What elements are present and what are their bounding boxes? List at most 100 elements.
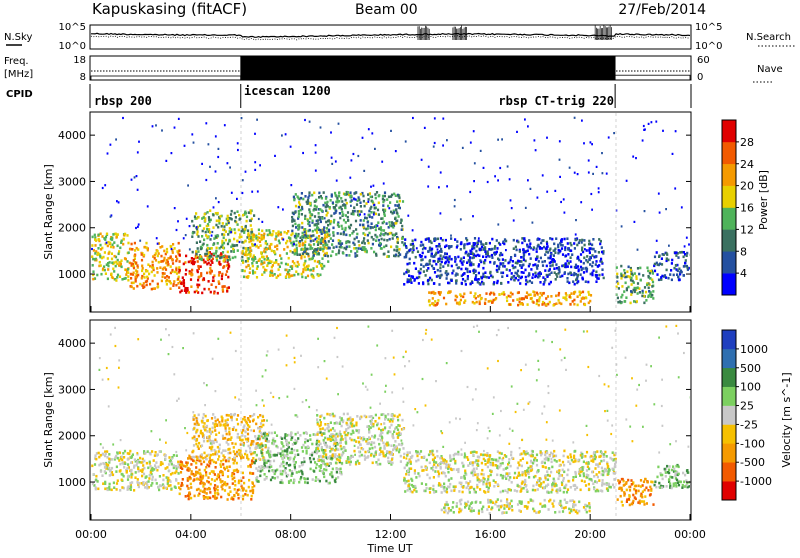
echo-cell <box>230 416 232 419</box>
echo-cell <box>339 217 341 220</box>
echo-cell <box>529 280 531 283</box>
echo-cell <box>381 436 383 439</box>
echo-cell <box>236 244 238 247</box>
echo-cell <box>149 265 151 268</box>
echo-cell <box>156 271 158 274</box>
echo-cell <box>151 450 153 453</box>
echo-cell <box>304 215 306 218</box>
echo-cell <box>395 150 397 152</box>
echo-cell <box>250 453 252 456</box>
echo-cell <box>387 460 389 463</box>
echo-cell <box>284 231 286 234</box>
echo-cell <box>204 220 206 223</box>
echo-cell <box>497 223 499 225</box>
echo-cell <box>252 492 254 495</box>
echo-cell <box>166 251 168 254</box>
echo-cell <box>98 234 100 237</box>
echo-cell <box>598 277 600 280</box>
echo-cell <box>494 245 496 248</box>
echo-cell <box>127 279 129 282</box>
echo-cell <box>197 445 199 448</box>
echo-cell <box>141 270 143 273</box>
echo-cell <box>186 485 188 488</box>
echo-cell <box>121 486 123 489</box>
echo-cell <box>282 461 284 464</box>
echo-cell <box>209 428 211 431</box>
echo-cell <box>205 474 207 477</box>
echo-cell <box>198 414 200 417</box>
echo-cell <box>423 270 425 273</box>
echo-cell <box>317 219 319 222</box>
echo-cell <box>339 456 341 459</box>
echo-cell <box>212 440 214 443</box>
echo-cell <box>584 244 586 247</box>
echo-cell <box>295 193 297 196</box>
echo-cell <box>662 130 664 132</box>
echo-cell <box>601 251 603 254</box>
echo-cell <box>301 192 303 195</box>
echo-cell <box>194 414 196 417</box>
echo-cell <box>549 268 551 271</box>
echo-cell <box>206 464 208 467</box>
echo-cell <box>564 249 566 252</box>
echo-cell <box>215 433 217 436</box>
echo-cell <box>559 159 561 161</box>
echo-cell <box>468 242 470 245</box>
echo-cell <box>260 470 262 473</box>
echo-cell <box>384 191 386 194</box>
echo-cell <box>396 250 398 253</box>
echo-cell <box>310 269 312 272</box>
echo-cell <box>536 255 538 258</box>
echo-cell <box>276 434 278 437</box>
echo-cell <box>185 269 187 272</box>
echo-cell <box>683 265 685 268</box>
echo-cell <box>217 242 219 245</box>
echo-cell <box>258 435 260 438</box>
echo-cell <box>378 239 380 242</box>
echo-cell <box>218 148 220 150</box>
echo-cell <box>620 274 622 277</box>
echo-cell <box>544 253 546 256</box>
echo-cell <box>123 238 125 241</box>
echo-cell <box>583 271 585 274</box>
echo-cell <box>416 247 418 249</box>
echo-cell <box>394 440 396 443</box>
echo-cell <box>216 453 218 456</box>
echo-cell <box>389 232 391 235</box>
echo-cell <box>546 275 548 278</box>
echo-cell <box>316 265 318 268</box>
echo-cell <box>358 441 360 444</box>
echo-cell <box>222 473 224 476</box>
echo-cell <box>152 261 154 264</box>
echo-cell <box>570 272 572 275</box>
echo-cell <box>507 165 509 167</box>
echo-cell <box>141 277 143 280</box>
echo-cell <box>550 281 552 284</box>
echo-cell <box>396 246 398 249</box>
echo-cell <box>584 267 586 270</box>
echo-cell <box>139 240 141 242</box>
echo-cell <box>178 472 180 475</box>
echo-cell <box>242 429 244 432</box>
echo-cell <box>286 462 288 465</box>
echo-cell <box>686 254 688 257</box>
echo-cell <box>456 240 458 243</box>
echo-cell <box>433 146 435 148</box>
echo-cell <box>598 471 600 474</box>
echo-cell <box>577 257 579 260</box>
echo-cell <box>332 455 334 458</box>
echo-cell <box>307 219 309 222</box>
echo-cell <box>433 260 435 263</box>
echo-cell <box>117 479 119 482</box>
echo-cell <box>236 198 238 200</box>
echo-cell <box>391 194 393 197</box>
echo-cell <box>371 441 373 444</box>
echo-cell <box>570 249 572 252</box>
echo-cell <box>196 489 198 492</box>
echo-cell <box>333 246 335 249</box>
echo-cell <box>250 240 252 243</box>
echo-cell <box>580 201 582 203</box>
echo-cell <box>388 207 390 209</box>
echo-cell <box>137 467 139 470</box>
